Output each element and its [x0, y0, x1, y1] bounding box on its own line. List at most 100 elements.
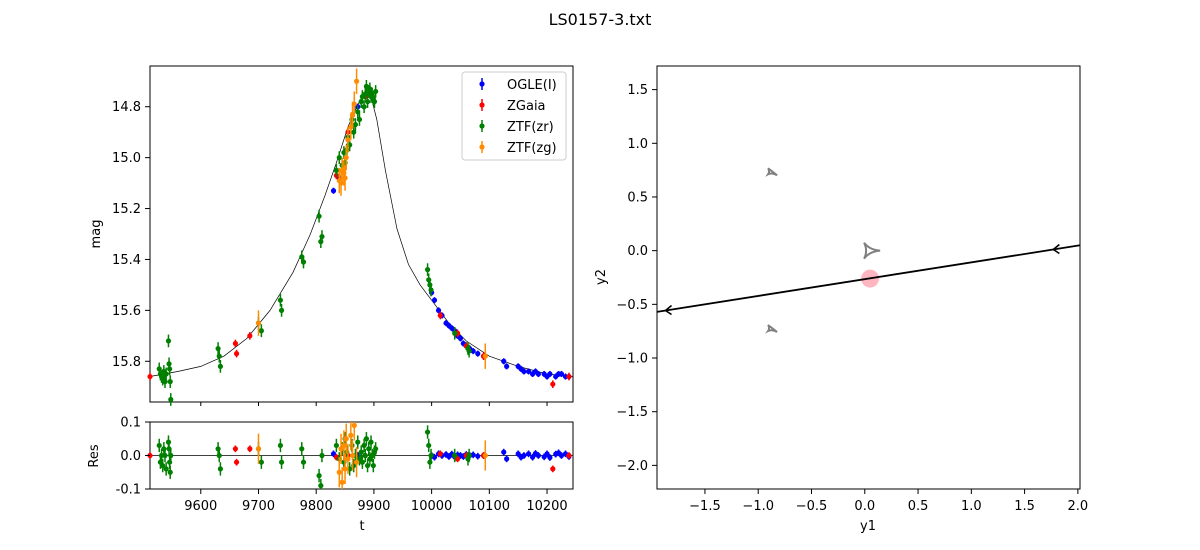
data-point [364, 99, 371, 105]
data-point [165, 338, 172, 344]
data-point [364, 462, 371, 469]
y-tick-label: -0.1 [116, 483, 141, 498]
data-point [437, 312, 443, 319]
y-tick-label: 1.5 [627, 83, 648, 98]
data-point [233, 351, 240, 357]
y-tick-label: 15.2 [112, 202, 141, 217]
data-point [521, 368, 527, 375]
data-point [336, 155, 342, 161]
legend-marker [479, 81, 485, 87]
lightcurve-x-ticks [200, 402, 548, 406]
x-tick-label: 0.5 [908, 499, 929, 514]
data-point [361, 104, 367, 110]
x-tick-label: 9700 [242, 499, 275, 514]
data-point [258, 459, 264, 465]
residual-x-label: t [359, 519, 364, 534]
data-point [353, 78, 360, 84]
data-point [373, 88, 379, 95]
data-point [343, 436, 349, 442]
data-point [258, 328, 264, 334]
data-point [544, 451, 550, 457]
data-point [521, 452, 527, 459]
data-point [431, 297, 438, 303]
figure-title: LS0157-3.txt [549, 10, 652, 29]
data-point [255, 320, 262, 326]
data-point [316, 213, 322, 219]
data-point [336, 469, 342, 475]
data-point [319, 233, 325, 240]
data-point [278, 459, 285, 465]
data-point [482, 452, 488, 459]
caustic-content [656, 167, 1081, 334]
data-point [319, 452, 325, 459]
planetary-caustic [765, 167, 778, 177]
data-point [550, 466, 556, 472]
data-point [470, 348, 476, 354]
data-point [558, 452, 565, 459]
planetary-caustic [765, 324, 778, 334]
data-point [470, 452, 476, 458]
data-point [330, 188, 337, 194]
data-point [147, 373, 153, 380]
data-point [318, 483, 324, 489]
data-point [316, 473, 322, 479]
data-point [160, 462, 166, 469]
caustic-panel: −2.0 −1.5 −1.0 −0.5 0.0 0.5 1.0 1.5 −1.5 −1.0 −0.… [594, 65, 1088, 534]
data-point [163, 371, 169, 377]
data-point [352, 121, 359, 128]
data-point [247, 446, 253, 452]
data-point [232, 340, 239, 347]
legend-label: ZGaia [507, 99, 546, 114]
y-tick-label: −1.5 [616, 405, 648, 420]
data-point [233, 459, 240, 465]
data-point [504, 363, 510, 369]
data-point [168, 452, 174, 459]
data-point [437, 451, 443, 457]
data-point [362, 452, 368, 459]
y-tick-label: 15.0 [112, 151, 141, 166]
data-point [558, 371, 565, 377]
legend-label: OGLE(I) [507, 78, 557, 93]
data-point [424, 267, 431, 273]
data-point [345, 456, 351, 462]
legend: OGLE(I) ZGaia ZTF(zr) ZTF(zg) [461, 71, 567, 161]
x-tick-label: 10200 [526, 499, 567, 514]
legend-label: ZTF(zr) [507, 120, 554, 135]
data-point [167, 366, 173, 372]
lightcurve-y-ticks: 14.8 15.0 15.2 15.4 15.6 15.8 [112, 100, 150, 370]
y-tick-label: 1.0 [627, 137, 648, 152]
x-tick-label: 9800 [300, 499, 333, 514]
x-tick-label: 10000 [411, 499, 452, 514]
x-tick-label: 1.0 [961, 499, 982, 514]
lightcurve-content [147, 68, 574, 406]
data-point [363, 436, 370, 442]
data-point [547, 371, 553, 377]
data-point [217, 466, 224, 472]
data-point [339, 479, 345, 485]
trajectory-arrow [1052, 243, 1060, 255]
y-tick-label: −2.0 [616, 459, 648, 474]
data-point [366, 446, 372, 452]
data-point [333, 442, 339, 449]
data-point [217, 363, 224, 369]
y-tick-label: 15.8 [112, 355, 141, 370]
caustic-frame [656, 65, 1081, 490]
data-point [525, 368, 532, 375]
x-tick-label: −0.5 [796, 499, 828, 514]
data-point [351, 422, 357, 428]
data-point [168, 396, 174, 403]
x-tick-label: 9600 [184, 499, 217, 514]
data-point [475, 351, 481, 357]
caustic-y-ticks: −2.0 −1.5 −1.0 −0.5 0.0 0.5 1.0 1.5 [616, 83, 657, 474]
x-tick-label: 10100 [469, 499, 510, 514]
data-point [426, 442, 432, 449]
data-point [566, 452, 572, 459]
data-point [566, 373, 572, 380]
data-point [255, 446, 262, 452]
data-point [351, 101, 357, 107]
data-point [550, 381, 556, 387]
data-point [162, 452, 168, 459]
y-tick-label: 0.5 [627, 190, 648, 205]
data-point [216, 452, 222, 459]
data-point [300, 459, 307, 465]
